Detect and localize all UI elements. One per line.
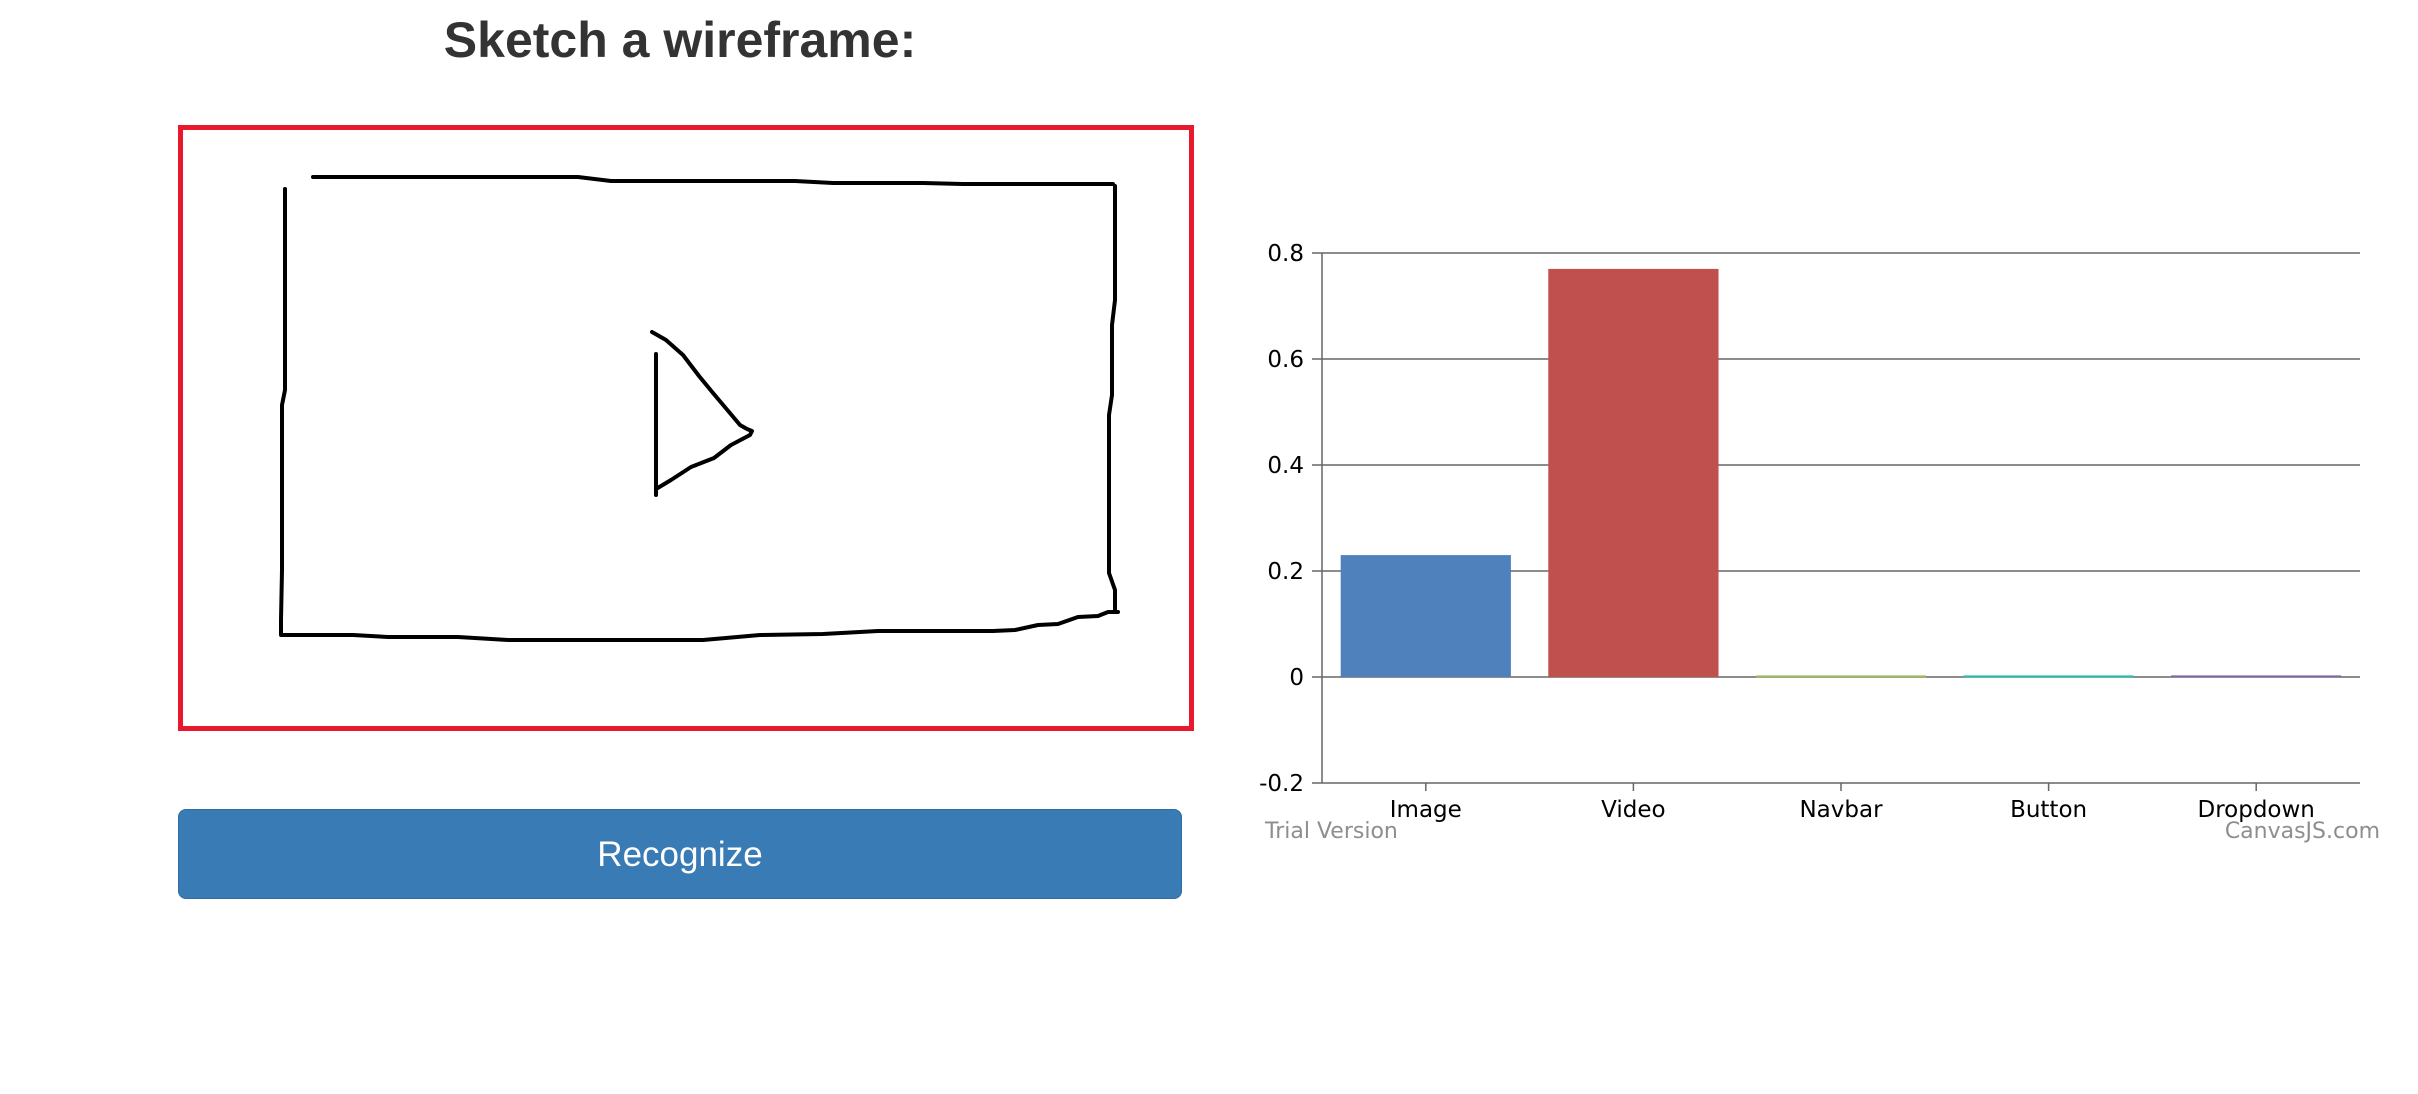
x-tick-label: Video [1601, 797, 1665, 823]
page-title: Sketch a wireframe: [443, 12, 917, 68]
prediction-bar-chart: 0.8 0.6 0.4 0.2 0 -0.2 Image Video Navbar Button… [1259, 241, 2380, 844]
chart-container: 0.8 0.6 0.4 0.2 0 -0.2 Image Video Navbar Button… [1240, 220, 2390, 860]
sketch-stroke-bottom [279, 610, 1120, 642]
y-tick-label: 0.6 [1267, 347, 1304, 373]
chart-bars [1340, 268, 2342, 678]
bar-navbar[interactable] [1755, 675, 1927, 678]
x-tick-label: Button [2010, 797, 2087, 823]
sketch-stroke-triangle [650, 330, 754, 497]
bar-image[interactable] [1340, 555, 1511, 677]
y-tick-label: -0.2 [1259, 771, 1304, 797]
trial-version-watermark: Trial Version [1264, 819, 1398, 844]
sketch-canvas[interactable] [178, 125, 1194, 731]
y-tick-label: 0.4 [1267, 453, 1304, 479]
recognize-button[interactable]: Recognize [178, 809, 1182, 899]
bar-button[interactable] [1963, 675, 2134, 678]
sketch-drawing [279, 175, 1120, 642]
canvasjs-watermark: CanvasJS.com [2225, 819, 2380, 844]
bar-video[interactable] [1548, 268, 1719, 677]
x-tick-label: Navbar [1799, 797, 1883, 823]
x-tick-label: Dropdown [2197, 797, 2314, 823]
x-tick-label: Image [1390, 797, 1462, 823]
chart-gridlines: 0.8 0.6 0.4 0.2 0 -0.2 [1259, 241, 2360, 797]
y-tick-label: 0.2 [1267, 559, 1304, 585]
chart-labels: Image Video Navbar Button Dropdown [1390, 797, 2315, 823]
y-tick-label: 0 [1289, 665, 1304, 691]
bar-dropdown[interactable] [2171, 675, 2342, 678]
sketch-stroke-left [279, 187, 287, 634]
chart-axes [1321, 253, 2257, 791]
sketch-stroke-top [311, 175, 1115, 186]
sketch-stroke-right [1107, 184, 1117, 613]
y-tick-label: 0.8 [1267, 241, 1304, 267]
